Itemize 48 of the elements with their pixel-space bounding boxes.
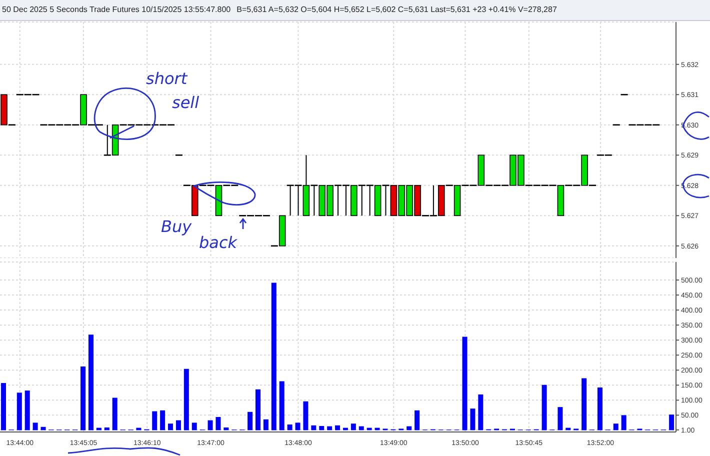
bar — [621, 415, 626, 430]
bar — [40, 426, 46, 430]
bar — [263, 419, 268, 430]
bar — [470, 408, 476, 430]
bar — [335, 425, 340, 430]
bar — [224, 427, 229, 430]
bar — [176, 420, 181, 430]
bar — [160, 410, 166, 430]
bar — [279, 381, 284, 430]
chart-title: 50 Dec 2025 5 Seconds Trade Futures 10/15/2025 13:55:47.800 — [2, 5, 231, 14]
chart-subtitle: B=5,631 A=5,632 O=5,604 H=5,652 L=5,602 C=5,631 Last=5,631 +23 +0.41% V=278,287 — [236, 5, 557, 14]
bar — [192, 422, 197, 430]
bar — [112, 398, 118, 430]
bar — [168, 424, 174, 430]
bar — [462, 336, 468, 430]
bar — [152, 411, 158, 430]
bar — [597, 388, 602, 430]
bar — [295, 422, 300, 430]
bar — [184, 368, 189, 430]
bar — [1, 383, 6, 430]
bar — [16, 392, 22, 430]
bar — [216, 416, 221, 430]
bar — [582, 378, 587, 430]
bar — [478, 394, 484, 430]
bar — [80, 366, 86, 430]
bar — [32, 422, 38, 430]
bar — [350, 424, 356, 430]
annotation: short sell — [146, 69, 200, 112]
bar — [558, 407, 563, 430]
bar — [613, 424, 618, 430]
bar — [358, 426, 364, 430]
bar — [24, 390, 30, 430]
bar — [542, 384, 547, 430]
bar — [104, 427, 110, 430]
bar — [414, 410, 420, 430]
bar — [319, 426, 324, 430]
annotation: Buy back — [161, 217, 238, 252]
bar — [88, 334, 94, 430]
bar — [255, 389, 260, 430]
bar — [271, 282, 276, 430]
bar — [327, 426, 332, 430]
bar — [248, 412, 253, 430]
bar — [287, 424, 292, 430]
bar — [311, 425, 316, 430]
bar — [208, 420, 213, 430]
bar — [669, 414, 674, 430]
bar — [406, 426, 412, 430]
bar — [303, 401, 308, 430]
